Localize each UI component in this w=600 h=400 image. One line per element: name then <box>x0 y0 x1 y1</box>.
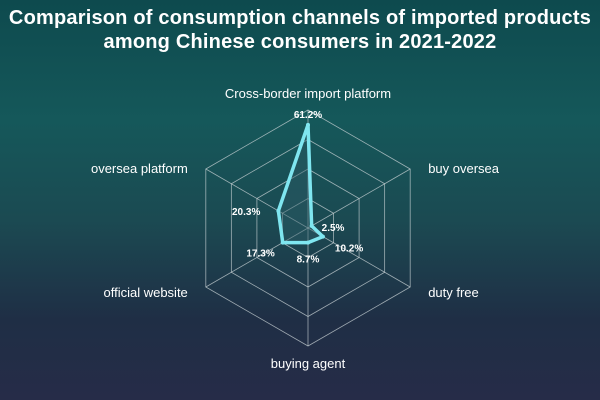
data-labels: 61.2% 2.5% 10.2% 8.7% 17.3% 20.3% <box>232 110 363 266</box>
radar-series <box>276 122 325 245</box>
value-label: 20.3% <box>232 207 260 218</box>
grid-spoke <box>205 168 309 229</box>
data-point <box>306 240 310 245</box>
value-label: 2.5% <box>322 223 345 234</box>
category-label: official website <box>103 285 187 300</box>
data-point <box>280 240 285 245</box>
category-label: oversea platform <box>91 161 188 176</box>
grid-spoke <box>205 227 309 288</box>
chart-title: Comparison of consumption channels of im… <box>8 7 592 53</box>
data-point <box>306 122 310 127</box>
category-label: buying agent <box>271 356 346 371</box>
value-label: 8.7% <box>297 255 320 266</box>
axis-labels: Cross-border import platform buy oversea d… <box>91 86 500 371</box>
value-label: 10.2% <box>335 244 363 255</box>
grid-spoke <box>307 227 411 288</box>
category-label: buy oversea <box>428 161 500 176</box>
category-label: Cross-border import platform <box>225 86 391 101</box>
data-point <box>320 234 325 239</box>
data-point <box>276 208 281 213</box>
series-polygon <box>276 123 325 245</box>
value-label: 17.3% <box>246 249 274 260</box>
grid-spoke <box>307 168 411 229</box>
data-point <box>309 223 314 228</box>
value-label: 61.2% <box>294 110 322 121</box>
category-label: duty free <box>428 285 479 300</box>
